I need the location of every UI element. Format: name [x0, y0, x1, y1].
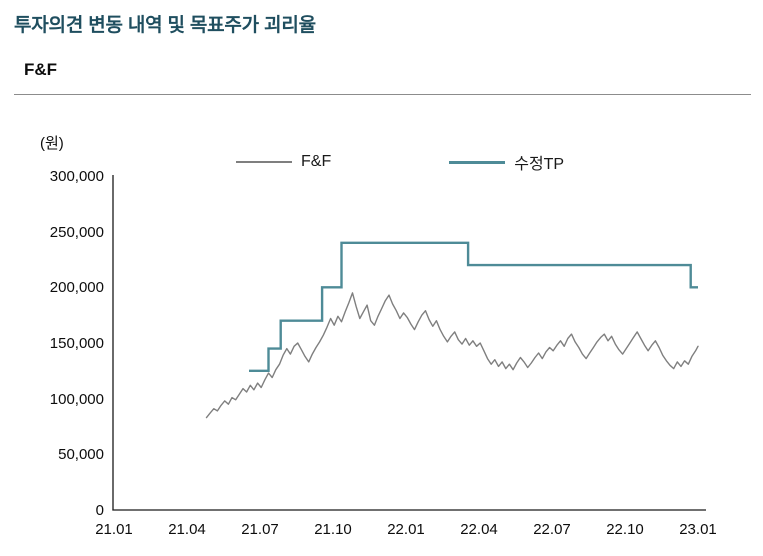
- chart-legend: F&F 수정TP: [236, 150, 564, 174]
- x-tick-label: 21.10: [314, 521, 352, 538]
- x-tick-label: 21.07: [241, 521, 279, 538]
- y-tick-label: 250,000: [49, 223, 104, 241]
- target-price-step-line: [249, 241, 698, 372]
- x-tick-label: 23.01: [679, 521, 717, 538]
- price-line: [205, 292, 699, 419]
- x-tick-label: 21.01: [95, 521, 133, 538]
- chart-subject-title: F&F: [24, 60, 58, 79]
- y-tick-label: 150,000: [49, 335, 104, 352]
- legend-item-target-price: 수정TP: [449, 150, 564, 174]
- target-line-swatch: [449, 160, 506, 164]
- y-tick-label: 300,000: [49, 168, 104, 185]
- y-tick-label: 0: [95, 502, 104, 519]
- y-tick-label: 50,000: [58, 446, 104, 464]
- x-tick-label: 22.04: [460, 521, 498, 538]
- header-divider: [14, 94, 751, 95]
- legend-label-price: F&F: [301, 153, 332, 170]
- x-tick-label: 22.01: [387, 521, 425, 538]
- legend-label-target-price: 수정TP: [514, 156, 565, 173]
- x-tick-label: 22.07: [533, 521, 571, 538]
- y-tick-label: 100,000: [49, 390, 104, 408]
- page-title: 투자의견 변동 내역 및 목표주가 괴리율: [14, 15, 316, 36]
- x-tick-label: 21.04: [168, 521, 206, 538]
- y-tick-label: 200,000: [49, 279, 104, 297]
- x-tick-label: 22.10: [606, 521, 644, 538]
- legend-item-price: F&F: [236, 153, 331, 171]
- y-axis-unit-label: (원): [40, 135, 64, 152]
- price-line-swatch: [236, 161, 292, 163]
